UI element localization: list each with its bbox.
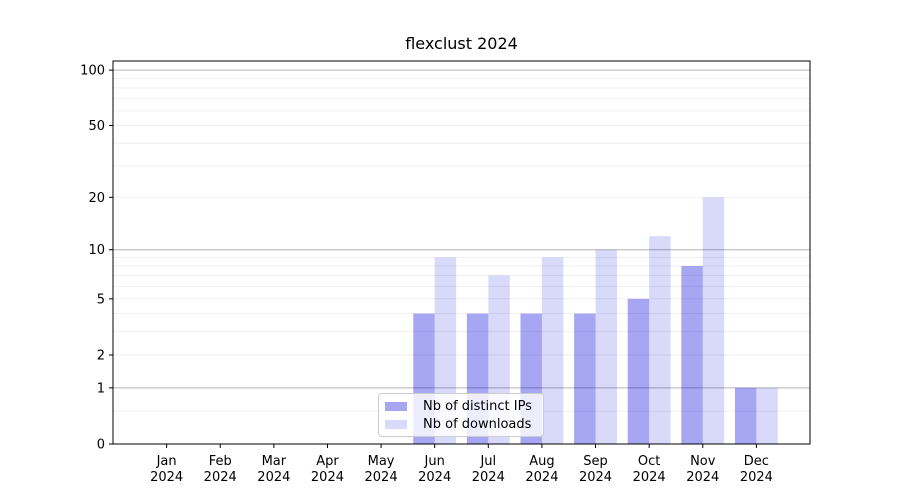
bar-downloads-nov [702, 197, 725, 444]
y-tick-label: 100 [80, 64, 105, 79]
x-tick-label-month: Aug [529, 454, 554, 469]
y-tick-label: 10 [88, 243, 105, 258]
bar-distinct-ips-sep [574, 313, 596, 444]
legend-label-distinct-ips: Nb of distinct IPs [423, 398, 532, 414]
x-tick-label-month: Oct [638, 454, 660, 469]
y-tick-label: 2 [97, 348, 105, 363]
bar-downloads-aug [541, 257, 564, 444]
x-tick-label-year: 2024 [257, 470, 290, 485]
x-tick-label-month: Apr [316, 454, 339, 469]
x-tick-label-month: Nov [690, 454, 716, 469]
x-tick-label-year: 2024 [311, 470, 344, 485]
legend-item-downloads: Nb of downloads [385, 416, 535, 435]
legend-item-distinct-ips: Nb of distinct IPs [385, 397, 535, 416]
x-tick-label-month: Mar [262, 454, 287, 469]
bar-distinct-ips-nov [681, 265, 703, 444]
x-tick-label-month: Jan [156, 454, 177, 469]
x-tick-label-month: Dec [744, 454, 769, 469]
x-tick-label-year: 2024 [525, 470, 558, 485]
x-tick-label-month: Jun [424, 454, 445, 469]
axis-frame [112, 60, 811, 445]
x-tick-label-year: 2024 [472, 470, 505, 485]
bar-distinct-ips-dec [734, 387, 757, 444]
x-tick-label-year: 2024 [579, 470, 612, 485]
legend-swatch-downloads [385, 420, 407, 430]
bar-downloads-oct [649, 236, 671, 444]
y-tick-label: 0 [97, 438, 105, 453]
x-tick-label-year: 2024 [418, 470, 451, 485]
legend: Nb of distinct IPs Nb of downloads [378, 393, 544, 437]
y-tick-label: 5 [97, 292, 105, 307]
x-tick-label-month: Jul [479, 454, 496, 469]
x-tick-label-year: 2024 [204, 470, 237, 485]
x-tick-label-year: 2024 [365, 470, 398, 485]
x-tick-label-month: Sep [583, 454, 608, 469]
x-tick-label-year: 2024 [740, 470, 773, 485]
y-tick-label: 20 [88, 191, 105, 206]
y-tick-label: 1 [97, 381, 105, 396]
x-tick-label-year: 2024 [633, 470, 666, 485]
x-tick-label-month: Feb [209, 454, 232, 469]
x-tick-label-month: May [368, 454, 395, 469]
bar-downloads-sep [595, 249, 617, 444]
legend-label-downloads: Nb of downloads [423, 417, 532, 433]
bar-downloads-dec [756, 387, 778, 444]
x-tick-label-year: 2024 [686, 470, 719, 485]
bar-distinct-ips-oct [627, 298, 650, 444]
legend-swatch-distinct-ips [385, 401, 407, 411]
x-tick-label-year: 2024 [150, 470, 183, 485]
y-tick-label: 50 [88, 119, 105, 134]
chart-title: flexclust 2024 [405, 34, 518, 53]
